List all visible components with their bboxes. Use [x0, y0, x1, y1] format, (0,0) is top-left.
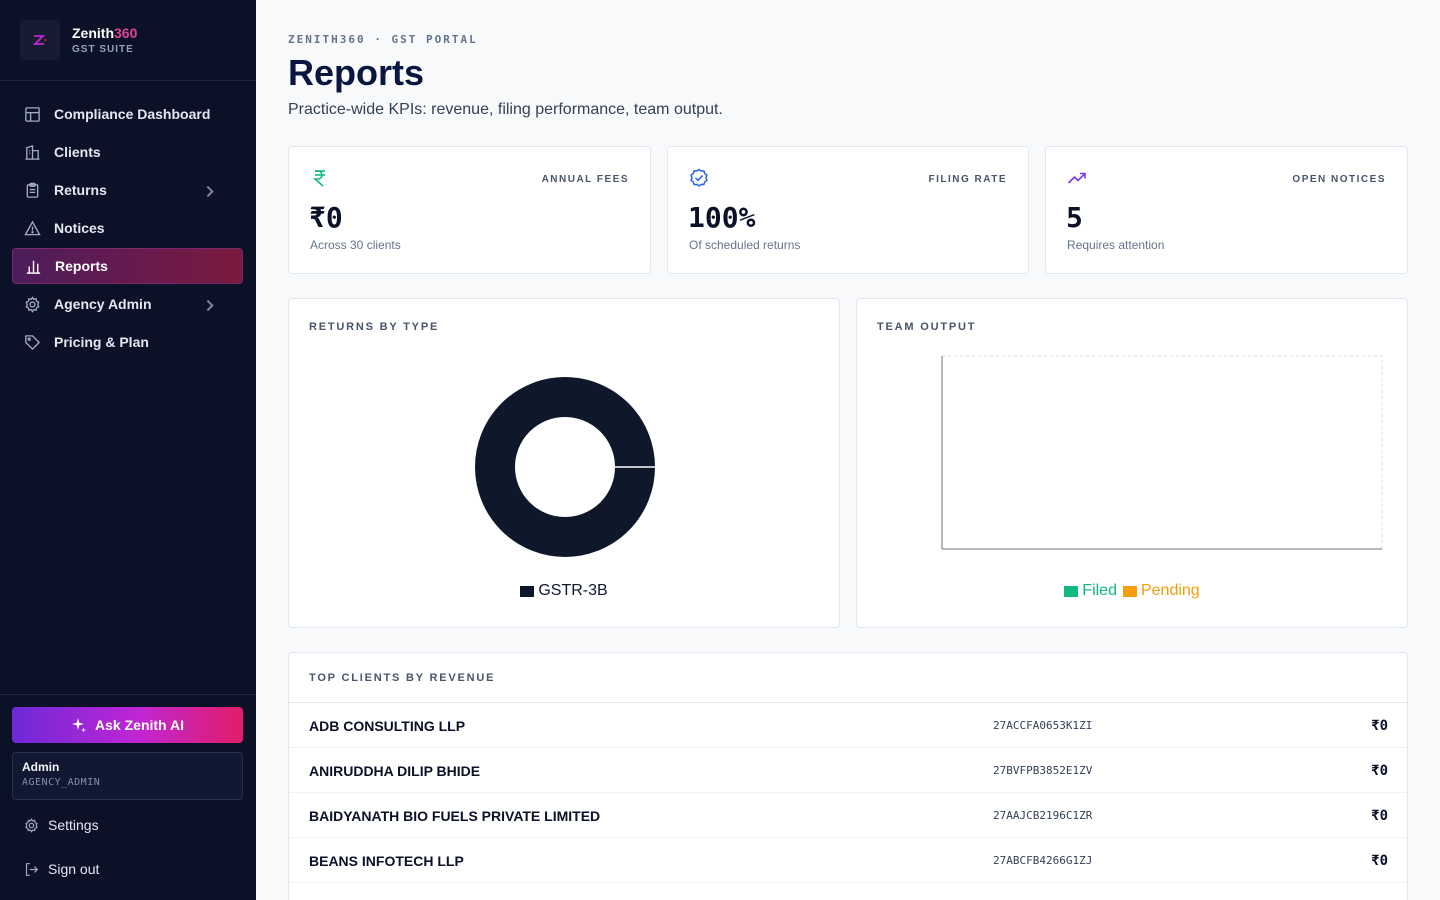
sidebar-item-label: Compliance Dashboard — [54, 106, 211, 122]
client-name: ANIRUDDHA DILIP BHIDE — [309, 763, 481, 779]
warning-triangle-icon — [24, 220, 41, 235]
brand-name: Zenith360 — [72, 25, 138, 41]
client-gstin: 27AAJCB2196C1ZR — [993, 809, 1093, 822]
legend-item-filed[interactable]: Filed — [1064, 582, 1117, 600]
sidebar-item-reports[interactable]: Reports — [12, 248, 243, 284]
ask-zenith-ai-button[interactable]: Ask Zenith AI — [12, 707, 243, 743]
team-output-legend: Filed Pending — [857, 582, 1407, 600]
legend-item-pending[interactable]: Pending — [1122, 582, 1200, 600]
sidebar-item-label: Agency Admin — [54, 296, 152, 312]
clipboard-icon — [26, 182, 39, 198]
breadcrumb: ZENITH360 · GST PORTAL — [288, 33, 478, 46]
building-icon — [25, 144, 40, 160]
client-name: BAIDYANATH BIO FUELS PRIVATE LIMITED — [309, 808, 601, 824]
kpi-note: Of scheduled returns — [689, 238, 801, 252]
sidebar-item-clients[interactable]: Clients — [12, 134, 243, 170]
legend-swatch — [520, 585, 535, 597]
returns-legend: GSTR-3B — [289, 582, 839, 600]
legend-label: Filed — [1082, 582, 1117, 599]
user-role: AGENCY_ADMIN — [22, 777, 101, 788]
sidebar-item-compliance-dashboard[interactable]: Compliance Dashboard — [12, 96, 243, 132]
user-card[interactable]: Admin AGENCY_ADMIN — [12, 752, 243, 800]
sidebar-footer: Ask Zenith AI Admin AGENCY_ADMIN Setting… — [0, 694, 256, 900]
brand-logo-icon — [20, 20, 60, 60]
kpi-label: ANNUAL FEES — [541, 174, 629, 185]
page-subtitle: Practice-wide KPIs: revenue, filing perf… — [288, 101, 723, 118]
client-revenue: ₹0 — [1371, 763, 1388, 779]
kpi-card-annual-fees: ANNUAL FEES ₹0 Across 30 clients — [288, 146, 651, 274]
sidebar-item-pricing-plan[interactable]: Pricing & Plan — [12, 324, 243, 360]
settings-label: Settings — [48, 817, 99, 833]
legend-swatch — [1064, 585, 1079, 597]
sidebar-nav: Compliance Dashboard Clients Returns Not… — [12, 96, 243, 362]
client-revenue: ₹0 — [1371, 718, 1388, 734]
client-gstin: 27ACCFA0653K1ZI — [993, 719, 1093, 732]
sidebar-item-notices[interactable]: Notices — [12, 210, 243, 246]
kpi-value: 5 — [1066, 201, 1083, 234]
client-revenue: ₹0 — [1371, 808, 1388, 824]
tag-icon — [25, 334, 41, 350]
kpi-note: Across 30 clients — [310, 238, 401, 252]
sign-out-label: Sign out — [48, 861, 100, 877]
top-clients-table: TOP CLIENTS BY REVENUE ADB CONSULTING LL… — [288, 652, 1408, 900]
chevron-right-icon — [206, 185, 214, 198]
rupee-icon — [312, 170, 325, 187]
legend-item[interactable]: GSTR-3B — [520, 582, 608, 600]
kpi-label: OPEN NOTICES — [1292, 174, 1386, 185]
legend-label: GSTR-3B — [538, 582, 608, 599]
sidebar-item-agency-admin[interactable]: Agency Admin — [12, 286, 243, 322]
panel-title: TEAM OUTPUT — [877, 321, 977, 333]
sidebar-item-returns[interactable]: Returns — [12, 172, 243, 208]
sidebar-item-label: Reports — [55, 258, 108, 274]
sparkle-icon — [72, 718, 87, 733]
team-output-chart — [941, 355, 1383, 550]
chevron-right-icon — [206, 299, 214, 312]
sign-out-link[interactable]: Sign out — [24, 861, 99, 877]
sign-out-icon — [25, 862, 39, 876]
brand-subtitle: GST SUITE — [72, 44, 134, 55]
table-title: TOP CLIENTS BY REVENUE — [289, 653, 1407, 703]
sidebar-item-label: Returns — [54, 182, 107, 198]
sidebar-item-label: Clients — [54, 144, 101, 160]
legend-swatch — [1122, 585, 1137, 597]
panel-title: RETURNS BY TYPE — [309, 321, 440, 333]
table-row[interactable]: BEANS INFOTECH LLP 27ABCFB4266G1ZJ ₹0 — [289, 838, 1407, 883]
table-row[interactable]: BAIDYANATH BIO FUELS PRIVATE LIMITED 27A… — [289, 793, 1407, 838]
kpi-label: FILING RATE — [928, 174, 1007, 185]
kpi-value: ₹0 — [309, 201, 343, 234]
client-gstin: 27ABCFB4266G1ZJ — [993, 854, 1093, 867]
sidebar: Zenith360 GST SUITE Compliance Dashboard… — [0, 0, 256, 900]
returns-by-type-chart — [475, 377, 656, 557]
trending-up-icon — [1067, 172, 1086, 184]
sidebar-item-label: Pricing & Plan — [54, 334, 149, 350]
client-gstin: 27BVFPB3852E1ZV — [993, 764, 1093, 777]
team-output-panel: TEAM OUTPUT Filed Pending — [856, 298, 1408, 628]
check-circle-icon — [690, 168, 708, 187]
kpi-card-open-notices: OPEN NOTICES 5 Requires attention — [1045, 146, 1408, 274]
kpi-card-filing-rate: FILING RATE 100% Of scheduled returns — [667, 146, 1029, 274]
sidebar-item-label: Notices — [54, 220, 105, 236]
client-name: BEANS INFOTECH LLP — [309, 853, 464, 869]
returns-by-type-panel: RETURNS BY TYPE GSTR-3B — [288, 298, 840, 628]
client-revenue: ₹0 — [1371, 853, 1388, 869]
gear-icon — [25, 817, 38, 833]
gear-icon — [25, 295, 40, 313]
ask-zenith-ai-label: Ask Zenith AI — [95, 717, 184, 733]
settings-link[interactable]: Settings — [24, 817, 99, 833]
kpi-note: Requires attention — [1067, 238, 1165, 252]
table-row[interactable]: ANIRUDDHA DILIP BHIDE 27BVFPB3852E1ZV ₹0 — [289, 748, 1407, 793]
client-name: ADB CONSULTING LLP — [309, 718, 466, 734]
kpi-value: 100% — [688, 201, 756, 234]
page-title: Reports — [288, 52, 425, 93]
user-name: Admin — [22, 760, 60, 774]
legend-label: Pending — [1140, 582, 1200, 599]
table-row[interactable]: ADB CONSULTING LLP 27ACCFA0653K1ZI ₹0 — [289, 703, 1407, 748]
dashboard-grid-icon — [25, 106, 40, 122]
bar-chart-icon — [26, 260, 41, 274]
plot-area-grid — [941, 355, 1383, 550]
brand[interactable]: Zenith360 GST SUITE — [0, 0, 256, 81]
